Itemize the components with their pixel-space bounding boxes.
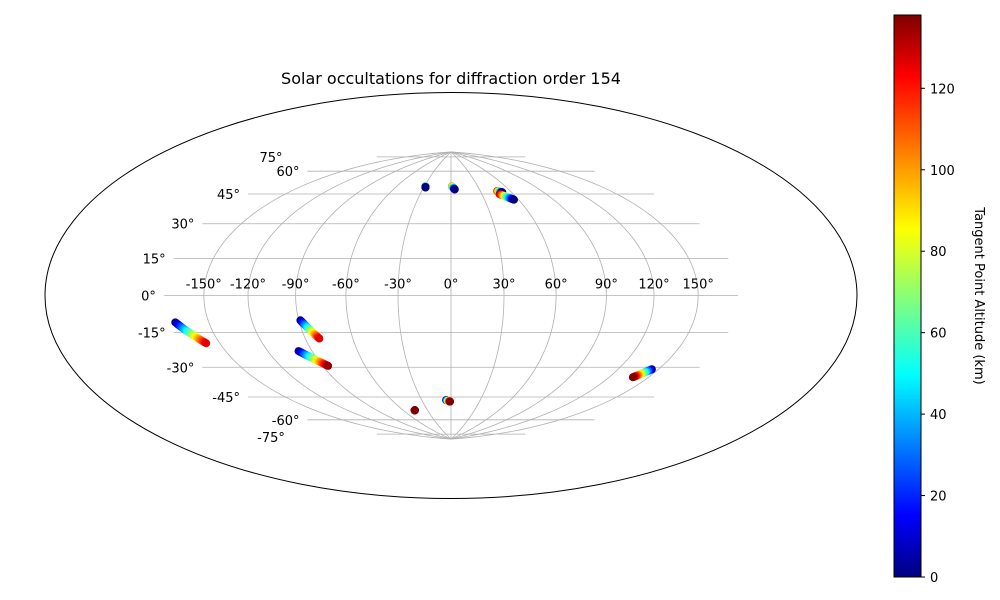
latitude-tick-label: 15°: [143, 252, 166, 267]
latitude-tick-labels: 75°60° 45° 30° 15° 0° -15° -30° -45° -60° -75°: [138, 151, 300, 446]
latitude-tick-label: 75°: [259, 151, 282, 166]
colorbar-tick-label: 0: [930, 571, 938, 586]
colorbar-tick-label: 100: [930, 164, 955, 179]
occultation-point: [509, 195, 518, 204]
longitude-tick-label: 90°: [595, 278, 618, 293]
latitude-tick-label: -45°: [212, 391, 240, 406]
latitude-tick-label: 45°: [217, 188, 240, 203]
colorbar-tick-label: 120: [930, 82, 955, 97]
occultation-point: [421, 183, 430, 192]
colorbar-ticks: 0 20 40 60 80 100 120: [921, 82, 955, 586]
colorbar-tick-label: 80: [930, 245, 947, 260]
latitude-tick-label: -15°: [138, 327, 166, 342]
latitude-tick-label: 30°: [171, 218, 194, 233]
occultation-point: [324, 361, 333, 370]
longitude-tick-label: 60°: [545, 278, 568, 293]
longitude-tick-label: -90°: [282, 278, 310, 293]
graticule: [163, 151, 739, 440]
longitude-tick-label: -150°: [186, 278, 222, 293]
latitude-tick-label: 60°: [276, 165, 299, 180]
latitude-tick-label: 0°: [141, 290, 156, 305]
occultation-point: [450, 185, 459, 194]
occultation-points: [171, 181, 656, 415]
longitude-tick-label: 150°: [683, 278, 714, 293]
map-boundary: [44, 92, 858, 499]
colorbar-tick-label: 20: [930, 490, 947, 505]
colorbar-tick-label: 60: [930, 327, 947, 342]
latitude-tick-label: -75°: [257, 431, 285, 446]
colorbar-label: Tangent Point Altitude (km): [971, 206, 986, 384]
occultation-point: [446, 397, 455, 406]
latitude-tick-label: -30°: [167, 361, 195, 376]
longitude-tick-label: 0°: [444, 278, 459, 293]
colorbar-gradient: [893, 14, 922, 578]
colorbar-tick-label: 40: [930, 408, 947, 423]
chart-title: Solar occultations for diffraction order…: [281, 69, 621, 88]
occultation-point: [202, 339, 211, 348]
longitude-tick-label: -120°: [230, 278, 266, 293]
longitude-tick-label: -60°: [332, 278, 360, 293]
occultation-point: [315, 334, 324, 343]
longitude-tick-label: 30°: [492, 278, 515, 293]
latitude-tick-label: -60°: [272, 414, 300, 429]
colorbar: 0 20 40 60 80 100 120 Tangent Point Altitude (…: [893, 14, 986, 586]
occultation-point: [628, 373, 637, 382]
longitude-tick-label: -30°: [384, 278, 412, 293]
longitude-tick-label: 120°: [638, 278, 669, 293]
longitude-tick-labels: -150° -120° -90° -60° -30° 0° 30° 60° 90° 120° 150…: [186, 278, 714, 293]
occultation-point: [410, 406, 419, 415]
